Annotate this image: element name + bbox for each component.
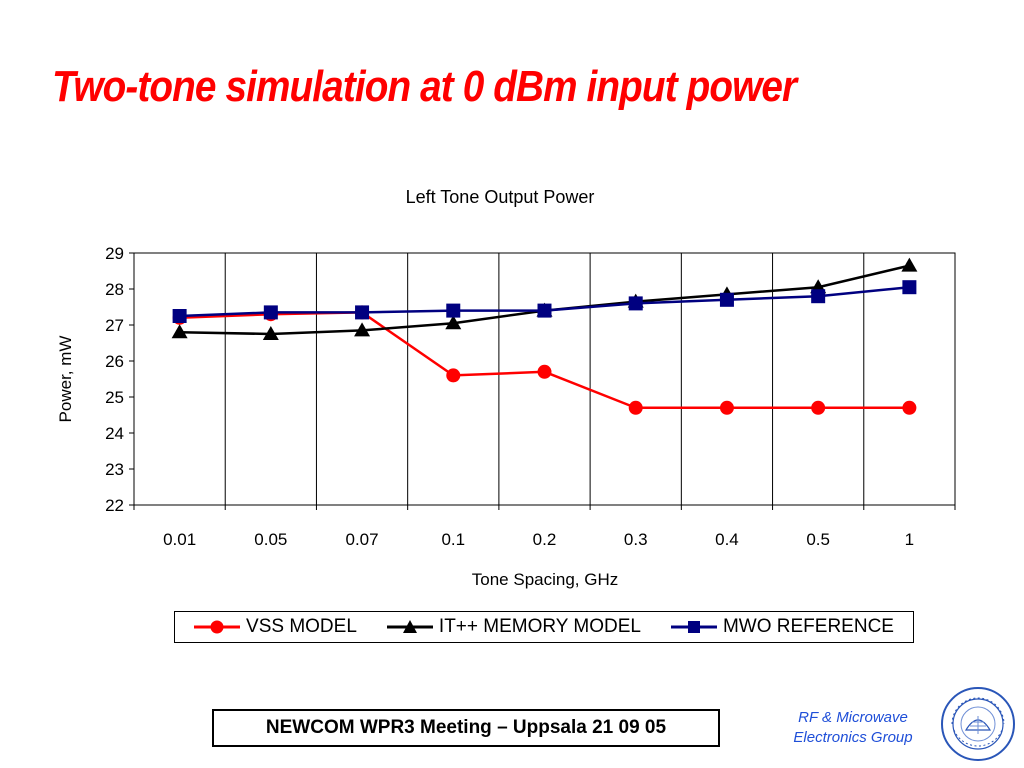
y-tick-label: 27 [105, 316, 124, 335]
chart-title: Left Tone Output Power [406, 187, 595, 207]
legend-swatch-it-memory-model [386, 620, 433, 633]
y-tick-label: 22 [105, 496, 124, 515]
legend-swatch-mwo-reference [670, 621, 717, 633]
x-tick-label: 0.4 [715, 530, 739, 549]
legend-label-mwo-reference: MWO REFERENCE [722, 616, 894, 637]
x-tick-label: 0.07 [346, 530, 379, 549]
x-tick-label: 0.05 [254, 530, 287, 549]
data-point-mwo-reference [811, 289, 826, 304]
plot-area [133, 252, 956, 506]
y-axis-label: Power, mW [56, 336, 75, 423]
data-point-vss-model [628, 400, 643, 415]
data-point-it-memory-model [445, 315, 462, 330]
legend-item-mwo-reference: MWO REFERENCE [670, 616, 894, 638]
data-point-vss-model [811, 400, 826, 415]
x-axis-label: Tone Spacing, GHz [472, 570, 618, 589]
x-tick-label: 0.3 [624, 530, 648, 549]
data-point-mwo-reference [355, 305, 370, 320]
group-name-line1: RF & Microwave [798, 709, 908, 726]
data-point-vss-model [446, 368, 461, 383]
legend-label-it-memory-model: IT++ MEMORY MODEL [438, 616, 641, 637]
data-point-vss-model [719, 400, 734, 415]
data-point-it-memory-model [354, 322, 371, 337]
data-point-mwo-reference [172, 309, 187, 323]
chart-legend: VSS MODEL IT++ MEMORY MODEL MWO REFERENC… [174, 611, 914, 643]
data-point-it-memory-model [901, 257, 918, 272]
data-point-mwo-reference [902, 280, 917, 295]
slide-title: Two-tone simulation at 0 dBm input power [52, 62, 797, 111]
meeting-footer: NEWCOM WPR3 Meeting – Uppsala 21 09 05 [212, 709, 720, 747]
x-tick-label: 1 [905, 530, 914, 549]
x-tick-label: 0.1 [441, 530, 465, 549]
group-name: RF & Microwave Electronics Group [768, 708, 938, 748]
x-tick-label: 0.2 [533, 530, 557, 549]
data-point-mwo-reference [628, 296, 643, 311]
y-tick-label: 28 [105, 280, 124, 299]
x-tick-label: 0.01 [163, 530, 196, 549]
data-point-mwo-reference [719, 292, 734, 307]
y-tick-label: 26 [105, 352, 124, 371]
politecnico-di-torino-seal-icon [941, 687, 1015, 761]
data-point-mwo-reference [537, 303, 552, 318]
data-point-vss-model [902, 400, 917, 415]
data-point-it-memory-model [171, 324, 188, 339]
data-point-mwo-reference [446, 303, 461, 318]
y-tick-label: 24 [105, 424, 124, 443]
data-point-mwo-reference [263, 305, 278, 320]
group-name-line2: Electronics Group [793, 729, 913, 746]
legend-label-vss-model: VSS MODEL [246, 616, 357, 637]
y-tick-label: 25 [105, 388, 124, 407]
data-point-vss-model [537, 364, 552, 379]
y-tick-label: 23 [105, 460, 124, 479]
data-point-it-memory-model [262, 326, 279, 340]
legend-swatch-vss-model [194, 620, 241, 634]
legend-item-it-memory-model: IT++ MEMORY MODEL [386, 616, 641, 638]
y-tick-label: 29 [105, 244, 124, 263]
legend-item-vss-model: VSS MODEL [194, 616, 357, 638]
x-tick-label: 0.5 [806, 530, 830, 549]
